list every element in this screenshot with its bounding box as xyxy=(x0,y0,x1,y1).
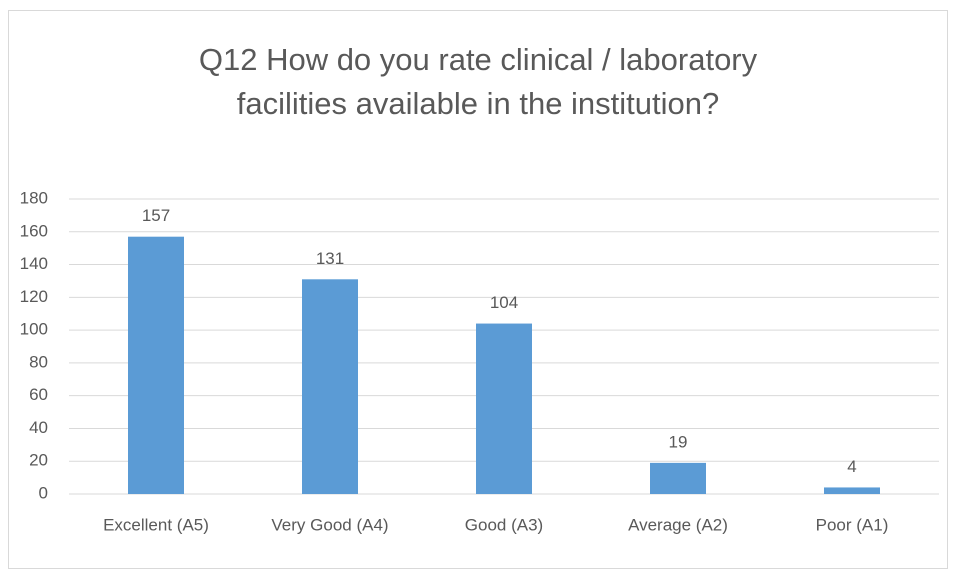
y-tick-label: 140 xyxy=(20,254,48,273)
data-label: 4 xyxy=(847,457,856,476)
x-tick-label: Average (A2) xyxy=(628,515,728,534)
bar xyxy=(824,487,880,494)
y-tick-label: 60 xyxy=(29,385,48,404)
y-tick-label: 80 xyxy=(29,352,48,371)
y-tick-label: 180 xyxy=(20,188,48,207)
x-tick-label: Poor (A1) xyxy=(816,515,889,534)
y-tick-label: 0 xyxy=(39,483,48,502)
y-tick-label: 120 xyxy=(20,287,48,306)
y-tick-label: 40 xyxy=(29,418,48,437)
bar xyxy=(650,462,706,494)
y-tick-label: 160 xyxy=(20,221,48,240)
x-tick-label: Very Good (A4) xyxy=(271,515,388,534)
data-label: 131 xyxy=(316,249,344,268)
data-label: 157 xyxy=(142,206,170,225)
data-label: 19 xyxy=(669,432,688,451)
x-tick-label: Good (A3) xyxy=(465,515,543,534)
bar xyxy=(476,323,532,494)
data-label: 104 xyxy=(490,293,518,312)
x-tick-label: Excellent (A5) xyxy=(103,515,209,534)
bar xyxy=(128,236,184,494)
y-tick-label: 100 xyxy=(20,320,48,339)
bar xyxy=(302,279,358,494)
chart-title: Q12 How do you rate clinical / laborator… xyxy=(198,42,758,121)
y-tick-label: 20 xyxy=(29,451,48,470)
